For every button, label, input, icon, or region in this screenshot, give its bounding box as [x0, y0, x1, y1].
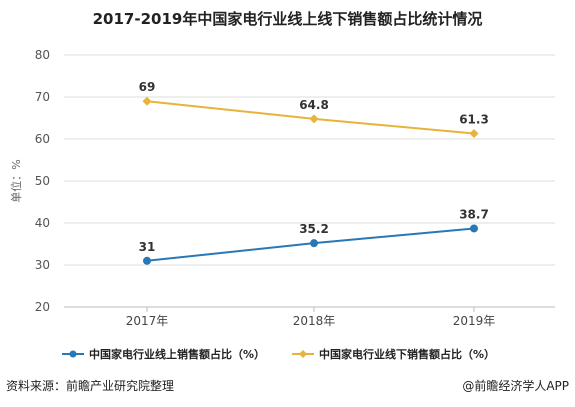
- data-label: 69: [139, 80, 156, 94]
- y-tick-label: 20: [35, 300, 50, 314]
- x-tick-label: 2017年: [126, 314, 169, 328]
- data-point: [143, 256, 151, 265]
- y-tick-label: 60: [35, 132, 50, 146]
- x-tick-label: 2019年: [453, 314, 496, 328]
- data-label: 38.7: [459, 207, 489, 221]
- chart-title: 2017-2019年中国家电行业线上线下销售额占比统计情况: [92, 10, 483, 28]
- data-point: [470, 224, 478, 233]
- data-label: 35.2: [299, 222, 329, 236]
- source-note: 资料来源：前瞻产业研究院整理: [6, 379, 175, 393]
- legend-marker: [299, 350, 307, 358]
- y-tick-label: 50: [35, 174, 50, 188]
- y-tick-label: 70: [35, 90, 50, 104]
- y-axis-label: 单位：%: [9, 159, 23, 202]
- legend-label: 中国家电行业线上销售额占比（%）: [89, 347, 265, 361]
- brand-credit: @前瞻经济学人APP: [462, 379, 569, 393]
- y-tick-label: 30: [35, 258, 50, 272]
- footer: 资料来源：前瞻产业研究院整理 @前瞻经济学人APP: [6, 377, 569, 394]
- data-point: [142, 96, 152, 106]
- legend-label: 中国家电行业线下销售额占比（%）: [319, 347, 495, 361]
- y-tick-label: 80: [35, 48, 50, 62]
- y-tick-label: 40: [35, 216, 50, 230]
- data-point: [310, 239, 318, 248]
- data-label: 61.3: [459, 113, 489, 127]
- data-label: 31: [139, 240, 156, 254]
- data-point: [309, 114, 319, 124]
- x-tick-label: 2018年: [293, 314, 336, 328]
- legend-marker: [69, 350, 77, 358]
- data-point: [469, 129, 479, 139]
- data-label: 64.8: [299, 98, 329, 112]
